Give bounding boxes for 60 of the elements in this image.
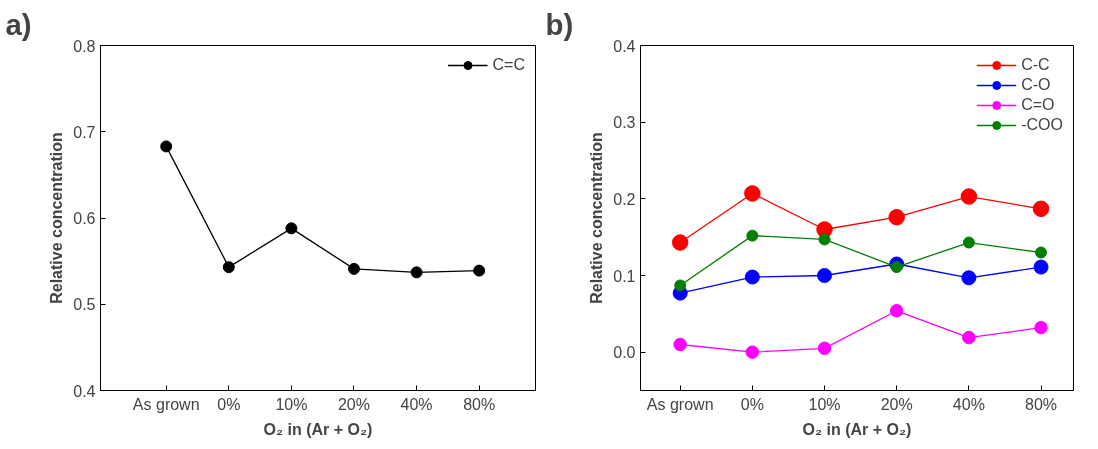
x-axis-title: O₂ in (Ar + O₂) — [263, 420, 373, 438]
point — [673, 337, 687, 352]
legend-label: C=O — [1021, 96, 1055, 114]
point — [285, 222, 298, 235]
point — [1035, 246, 1048, 259]
x-tick-label: 0% — [217, 395, 241, 413]
point — [745, 345, 760, 359]
x-tick-label: 80% — [1025, 395, 1058, 413]
y-tick-label: 0.7 — [73, 123, 96, 141]
y-tick-label: 0.6 — [73, 210, 96, 227]
point — [744, 185, 761, 202]
x-tick-label: 10% — [275, 395, 308, 413]
x-tick-label: 20% — [880, 395, 913, 413]
legend-label: C-O — [1021, 76, 1051, 94]
point — [410, 266, 423, 279]
point — [347, 262, 360, 275]
point — [888, 209, 905, 226]
x-tick-label: 10% — [808, 395, 841, 413]
y-tick-label: 0.3 — [613, 114, 636, 132]
point — [746, 229, 759, 242]
point — [962, 236, 975, 249]
point — [1034, 320, 1048, 335]
chart-title: b) — [545, 7, 574, 41]
x-tick-label: 40% — [400, 395, 433, 413]
point — [889, 304, 904, 318]
point — [473, 264, 486, 277]
point — [818, 233, 831, 246]
point — [744, 269, 760, 285]
point — [222, 261, 235, 274]
x-tick-label: 80% — [463, 395, 496, 413]
y-tick-label: 0.5 — [73, 296, 96, 314]
point — [671, 234, 689, 251]
y-tick-label: 0.1 — [613, 267, 636, 285]
y-tick-label: 0.4 — [613, 37, 636, 55]
point — [961, 270, 977, 286]
legend-label: C=C — [492, 56, 525, 74]
point — [890, 261, 903, 274]
point — [817, 341, 832, 356]
chart-title: a) — [5, 7, 32, 41]
y-tick-label: 0.4 — [73, 382, 96, 400]
legend-label: -COO — [1021, 116, 1063, 134]
point — [674, 279, 687, 292]
y-tick-label: 0.8 — [73, 37, 96, 55]
point — [160, 140, 173, 153]
x-tick-label: 40% — [952, 395, 985, 413]
point — [1032, 200, 1050, 218]
legend-label: C-C — [1021, 56, 1050, 74]
x-axis-title: O₂ in (Ar + O₂) — [802, 420, 912, 438]
x-tick-label: 20% — [337, 395, 371, 413]
x-tick-label: As grown — [646, 395, 714, 413]
y-tick-label: 0.0 — [613, 344, 636, 362]
point — [1033, 259, 1049, 275]
y-axis-title: Relative concentration — [48, 132, 66, 304]
x-tick-label: As grown — [132, 395, 200, 413]
y-tick-label: 0.2 — [613, 190, 636, 208]
x-tick-label: 0% — [740, 395, 764, 413]
point — [960, 188, 978, 205]
point — [962, 330, 976, 345]
y-axis-title: Relative concentration — [588, 132, 606, 304]
point — [817, 268, 833, 283]
